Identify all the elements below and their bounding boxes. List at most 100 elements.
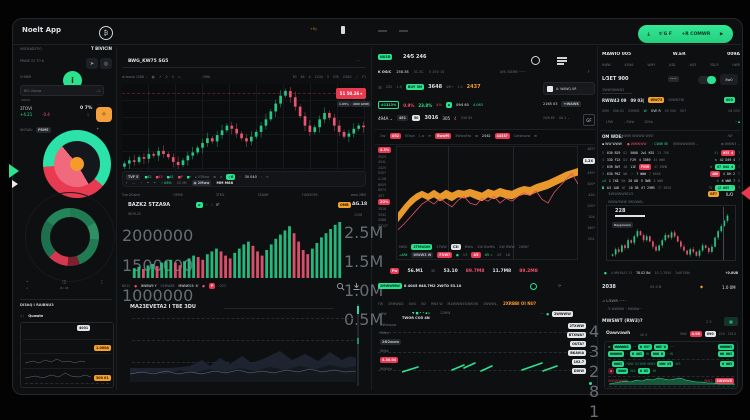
table-row[interactable]: 5 030 B29 D2 5008 2w1 K92 25.7X8 41 W55 4? <box>602 150 740 156</box>
ring-donut-chart[interactable] <box>41 208 99 266</box>
gf-button[interactable]: GF <box>583 114 595 126</box>
timeframe-tab[interactable]: 80 <box>292 74 297 79</box>
timeframe-tab[interactable]: 84 <box>300 74 305 79</box>
right-tab[interactable]: 43W⁄L <box>624 63 634 67</box>
chart-tool[interactable]: ✎ <box>171 74 175 79</box>
timeframe-tab[interactable]: 535 <box>332 74 339 79</box>
divider <box>23 368 111 369</box>
area-chart-frame[interactable]: MWG 2TMW2M 2TWW C3I MWw 2W⁄ WwMw 2⁄W MWW 2WW? ⊿… <box>396 146 578 260</box>
table-row[interactable]: 2 03R 5W? 4W 11E F05M 47 05M8 W 07 D6A 4? <box>602 164 740 170</box>
bottom-tab[interactable]: B⁄2 <box>421 302 427 306</box>
footer-badge[interactable]: 2MWWMW <box>378 283 402 289</box>
timeframe-tab[interactable]: 03⁄40 <box>342 74 352 79</box>
right-tab[interactable]: A⁄03 <box>689 63 697 67</box>
metrics-strip-row: Ow⁄ 4⁄32 KOww 1,w ⊟ BwwM 3⁄WwwMw ⊠ 2⁄162 4433? Cwt… <box>380 133 590 139</box>
connect-button[interactable]: ⤓ t⁄ G F +R COMWR ▶ <box>638 25 733 43</box>
timeframe-tab[interactable]: ⤢ <box>355 74 359 79</box>
right-tab[interactable]: WMY <box>647 63 656 67</box>
right-tab[interactable]: 3DL⁄5 <box>709 63 719 67</box>
chart-tool[interactable]: ↗ <box>158 74 162 79</box>
volume-bar-chart[interactable] <box>132 220 342 278</box>
area-band-svg <box>398 167 578 230</box>
share-button[interactable]: ➤ <box>86 58 98 69</box>
confirm-chip[interactable]: ✓6 <box>226 173 236 180</box>
scrollbar[interactable] <box>357 304 359 386</box>
timeframe-tab[interactable]: 4 <box>308 74 311 79</box>
chart-tool[interactable]: ▫ <box>178 74 181 79</box>
status-circle-icon[interactable] <box>531 56 540 65</box>
bottom-tab[interactable]: M2⁄WWW5⁄G⁄6W3W <box>447 302 479 306</box>
wallet-button[interactable]: A: WAWQ UR <box>543 82 595 95</box>
menu-lines-icon[interactable] <box>557 57 567 65</box>
refresh-icon[interactable]: ⟳ <box>266 174 269 179</box>
sidebar-tool-1[interactable]: ⌁ o <box>26 280 29 290</box>
timeframe-tab[interactable]: 1434 <box>314 74 323 79</box>
terminal-grid-button[interactable]: ▦ <box>724 317 738 326</box>
section-chip[interactable]: ⁃⁃⁃⁃ <box>668 76 679 82</box>
timeframe-tab[interactable]: F1 <box>362 74 366 79</box>
grid-chip[interactable]: 2TXWW <box>567 323 586 329</box>
chip: 2WWWW <box>551 311 573 317</box>
chip: 5° <box>216 203 220 207</box>
chart-tool[interactable]: ⊞ wawa 1068 ⌄ <box>122 74 148 79</box>
sidebar-tool-3[interactable]: ▯ <box>101 280 103 285</box>
search-icon[interactable] <box>336 282 345 291</box>
edge-marker-red-arrow[interactable] <box>741 186 750 200</box>
scrollbar-thumb[interactable] <box>357 306 359 314</box>
grid-chip[interactable]: DIVW <box>571 368 586 374</box>
terminal-sparkline <box>609 377 735 385</box>
page-next[interactable]: › <box>260 174 263 179</box>
right-tab[interactable]: HWW <box>602 63 611 67</box>
edge-marker-white-arrow[interactable] <box>12 180 18 188</box>
right-tab[interactable]: HWR <box>732 63 740 67</box>
signals-grid[interactable]: MWwwww WWw 2⁄8⁄2www WWw 4.30.04 WWWw 2TXWW BTX… <box>378 322 599 420</box>
disaq-filter[interactable]: Quwate <box>28 314 44 318</box>
layers-icon: ◫ <box>62 280 67 285</box>
bottom-tab[interactable]: FW <box>378 302 383 306</box>
mode-value-badge[interactable]: PRME <box>36 127 51 133</box>
candlestick-chart[interactable] <box>122 84 366 170</box>
alert-label[interactable]: 2XRBBI OI NU? <box>503 301 537 306</box>
caret-icon[interactable]: ⌄ <box>496 302 499 306</box>
bottom-tab[interactable]: RW3 W <box>431 302 443 306</box>
mini-candle-chart[interactable]: 228 Raypromm <box>606 205 736 261</box>
grid-chip[interactable]: BTXWA? <box>566 332 586 338</box>
grid-chip[interactable]: BKAVIA <box>568 350 586 356</box>
waves-chart[interactable] <box>130 314 356 386</box>
quick-action-button[interactable]: ❖ <box>96 107 112 122</box>
download-icon[interactable] <box>352 282 361 291</box>
bottom-tab[interactable]: EWG <box>408 302 417 306</box>
page-prev[interactable]: ‹ <box>239 174 241 179</box>
gf-badge[interactable]: GF? <box>708 191 719 197</box>
allocation-pie-chart[interactable] <box>43 130 111 198</box>
mode-button[interactable]: 8w0 <box>720 74 738 85</box>
ua-select[interactable]: UA 2 ⌄ <box>558 116 570 120</box>
chip: 53MM2 <box>628 109 640 113</box>
right-tab[interactable]: J4DL <box>668 63 676 67</box>
more-menu-icon[interactable]: ··· <box>356 58 360 63</box>
menu-icon[interactable] <box>341 26 345 34</box>
grid-chip[interactable]: OUTA? <box>570 341 586 347</box>
edge-marker-green-arrow[interactable] <box>9 164 19 178</box>
buy-button[interactable]: BUY 3M <box>405 84 425 90</box>
wawk-button[interactable]: +⁄WAWK <box>561 101 581 107</box>
refresh-icon[interactable]: ⟳ <box>558 283 562 288</box>
bottom-tab[interactable]: 3⁄3MWW2 <box>388 302 404 306</box>
chart-tool[interactable]: ▦ <box>151 74 155 79</box>
search-input[interactable]: BIG Ubwqs ⌄1 <box>20 85 104 96</box>
pair-select[interactable]: 494A ⌄ <box>378 115 393 121</box>
settings-button[interactable]: ◎ <box>100 58 112 69</box>
sell-chip[interactable]: 4433? <box>494 133 510 139</box>
grid-chip[interactable]: 102.7 <box>571 359 586 365</box>
orderbook-more[interactable]: ⁄W⁄ <box>728 134 733 138</box>
sidebar-tool-2[interactable]: ◫ Pic 48 <box>60 280 68 290</box>
table-row[interactable]: ◘ 6⁄2 1AB WT 10 3B 67 29M5 77 09X5 75 (2 W05 ' T <box>602 185 740 191</box>
toggle-switch[interactable] <box>698 76 716 84</box>
logo-icon[interactable]: ₿ <box>99 26 113 40</box>
chart-tool[interactable]: ⚲ <box>165 74 168 79</box>
timeframe-tab[interactable]: 3 <box>326 74 329 79</box>
table-row[interactable]: 4 33D F2X D4 F29 4 35B9 45 WWB a 42 D49 4? <box>602 157 740 163</box>
